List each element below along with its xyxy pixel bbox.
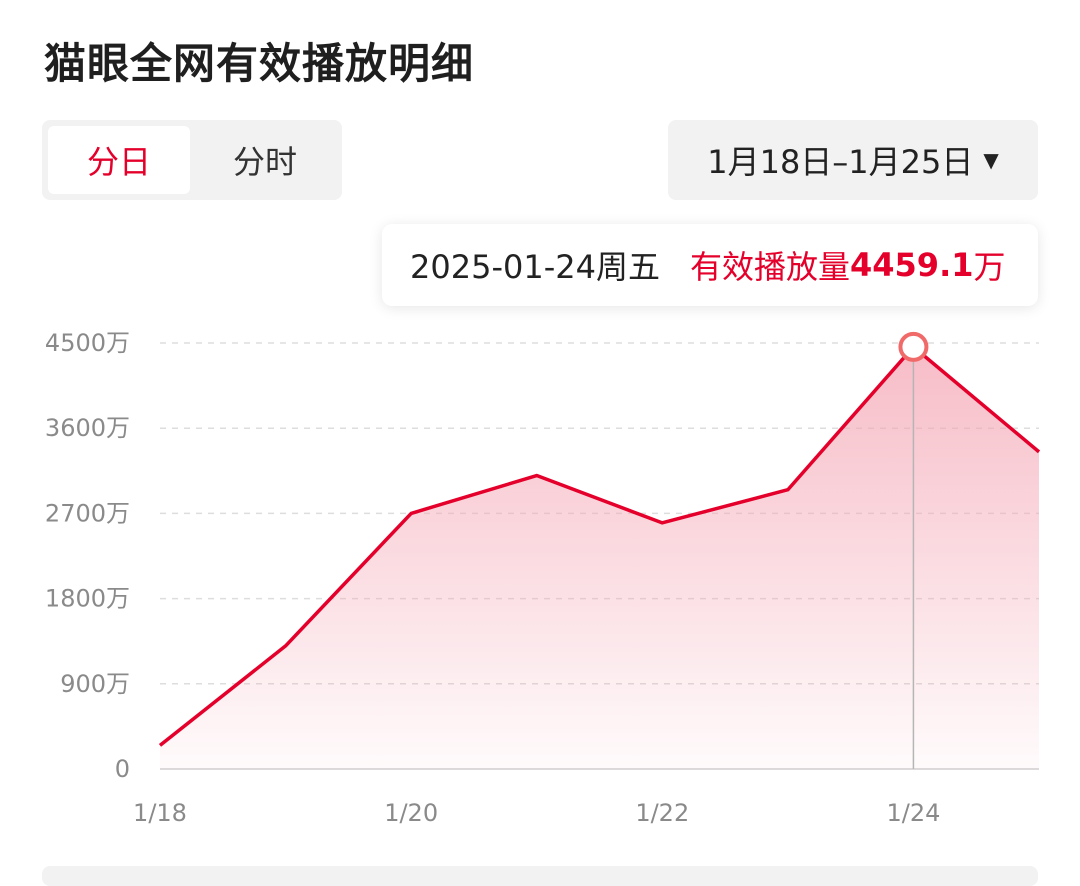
highlight-point (898, 331, 929, 362)
x-tick-label: 1/24 (886, 799, 940, 827)
y-tick-label: 2700万 (45, 499, 130, 527)
bottom-panel (42, 866, 1038, 886)
tooltip-unit: 万 (973, 248, 1006, 286)
date-range-dropdown[interactable]: 1月18日–1月25日 ▼ (668, 120, 1038, 200)
series-line (158, 345, 1041, 747)
y-tick-label: 1800万 (45, 585, 130, 613)
tooltip-metric-label: 有效播放量 (689, 248, 850, 286)
x-tick-label: 1/20 (384, 799, 438, 827)
tab-daily[interactable]: 分日 (48, 126, 190, 194)
caret-down-icon: ▼ (983, 148, 999, 172)
granularity-segmented-control: 分日 分时 (42, 120, 342, 200)
tooltip-date: 2025-01-24周五 (410, 248, 660, 286)
tab-hourly[interactable]: 分时 (232, 143, 297, 181)
chart-tooltip: 2025-01-24周五 有效播放量 4459.1 万 (382, 224, 1038, 306)
y-tick-label: 0 (115, 755, 130, 783)
y-tick-label: 3600万 (45, 414, 130, 442)
page-title: 猫眼全网有效播放明细 (44, 39, 475, 88)
tooltip-value: 4459.1 (850, 246, 974, 284)
play-count-chart[interactable]: 0 900万 1800万 2700万 3600万 4500万 1/18 1/20 1/22 1/2… (0, 300, 1080, 860)
y-tick-label: 4500万 (45, 329, 130, 357)
y-tick-label: 900万 (60, 670, 130, 698)
area-fill (160, 346, 1039, 769)
date-range-label: 1月18日–1月25日 (707, 143, 974, 181)
x-tick-label: 1/18 (133, 799, 187, 827)
x-tick-label: 1/22 (635, 799, 689, 827)
